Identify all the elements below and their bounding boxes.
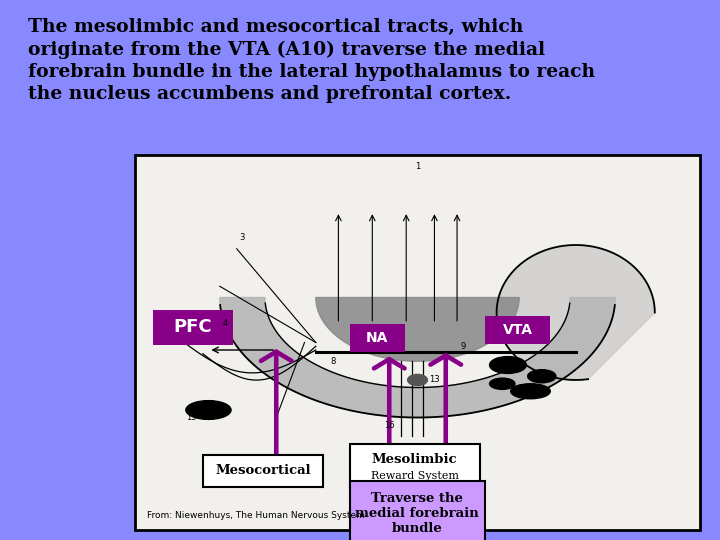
Text: Mesocortical: Mesocortical bbox=[215, 464, 310, 477]
Text: NA: NA bbox=[366, 330, 388, 345]
Ellipse shape bbox=[186, 401, 231, 420]
Ellipse shape bbox=[490, 356, 526, 374]
Text: 13: 13 bbox=[429, 375, 440, 384]
Text: VTA: VTA bbox=[503, 323, 533, 338]
Polygon shape bbox=[220, 298, 616, 417]
Ellipse shape bbox=[490, 378, 515, 389]
Ellipse shape bbox=[510, 384, 550, 399]
Polygon shape bbox=[316, 298, 519, 361]
Bar bbox=[153, 310, 233, 345]
Bar bbox=[485, 316, 550, 345]
Text: 15: 15 bbox=[186, 413, 197, 422]
Text: The mesolimbic and mesocortical tracts, which
originate from the VTA (A10) trave: The mesolimbic and mesocortical tracts, … bbox=[28, 18, 595, 103]
Bar bbox=[135, 155, 700, 530]
Polygon shape bbox=[497, 245, 654, 380]
Bar bbox=[203, 455, 323, 487]
Ellipse shape bbox=[408, 374, 428, 386]
Text: 16: 16 bbox=[384, 421, 395, 429]
Bar bbox=[350, 324, 405, 352]
Text: Mesolimbic: Mesolimbic bbox=[372, 453, 457, 466]
Text: 4: 4 bbox=[222, 319, 228, 328]
Text: 3: 3 bbox=[240, 233, 245, 242]
Text: 1: 1 bbox=[415, 162, 420, 171]
Text: 9: 9 bbox=[460, 342, 465, 351]
Text: 8: 8 bbox=[330, 357, 336, 366]
Text: PFC: PFC bbox=[174, 319, 212, 336]
Text: Traverse the
medial forebrain
bundle: Traverse the medial forebrain bundle bbox=[356, 492, 479, 535]
Bar bbox=[350, 444, 480, 488]
Text: From: Niewenhuys, The Human Nervous System: From: Niewenhuys, The Human Nervous Syst… bbox=[147, 511, 365, 520]
Text: Reward System: Reward System bbox=[371, 471, 459, 481]
Ellipse shape bbox=[528, 370, 556, 383]
Bar bbox=[350, 481, 485, 540]
